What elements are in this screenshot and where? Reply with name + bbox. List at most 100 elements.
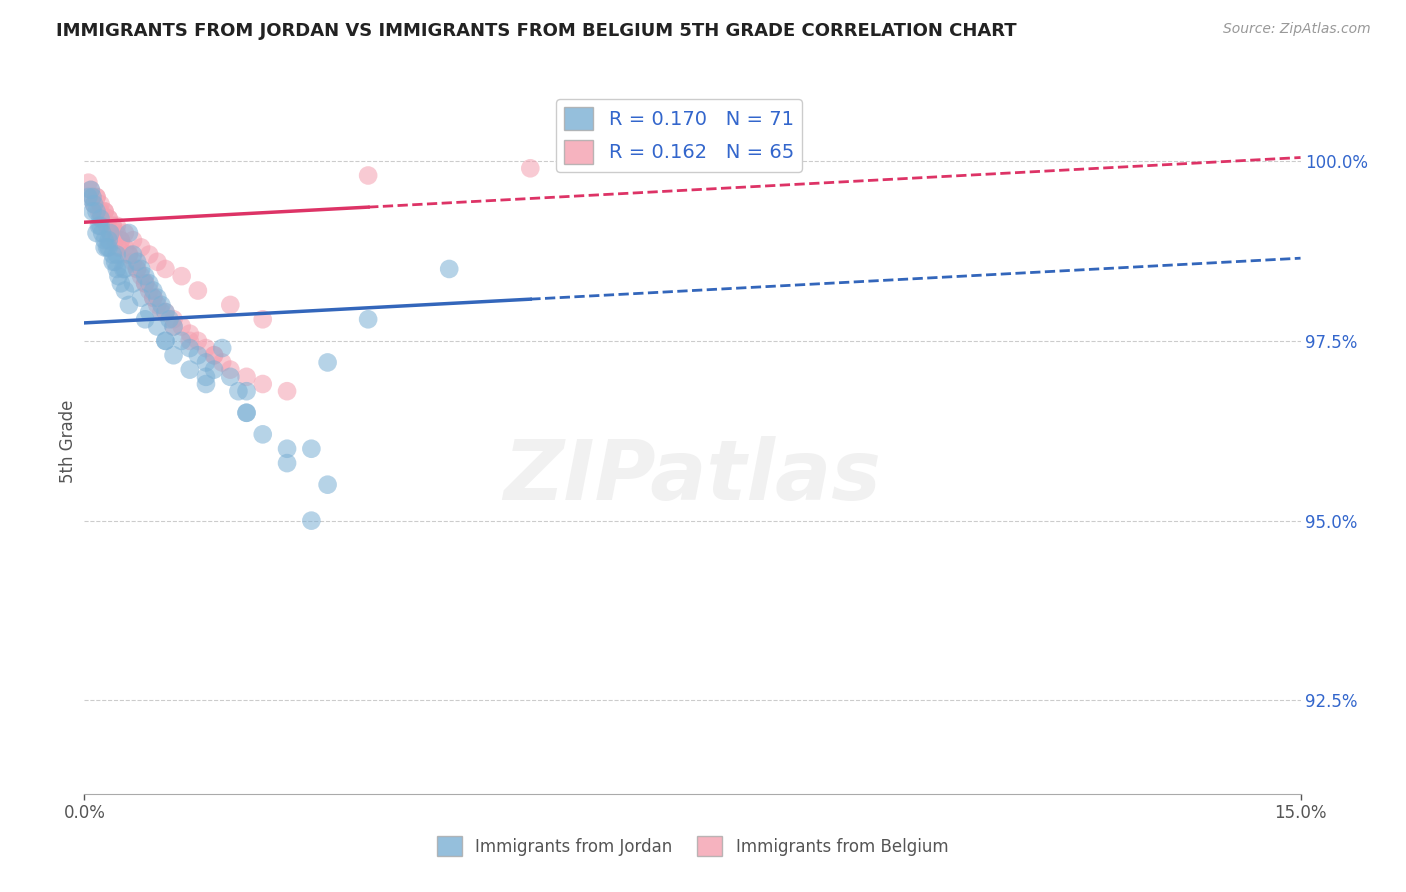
Point [82, 204, 104, 219]
Point [122, 254, 145, 268]
Point [187, 348, 209, 362]
Point [155, 262, 177, 277]
Point [219, 369, 242, 384]
Point [146, 254, 169, 268]
Point [134, 312, 156, 326]
Point [129, 262, 152, 277]
Point [122, 247, 145, 261]
Point [138, 247, 160, 261]
Point [114, 284, 136, 298]
Point [138, 305, 160, 319]
Point [150, 305, 173, 319]
Point [252, 312, 274, 326]
Point [162, 312, 184, 326]
Point [228, 384, 250, 399]
Point [90, 204, 112, 219]
Point [122, 277, 145, 291]
Point [93, 204, 115, 219]
Point [77, 176, 100, 190]
Point [110, 233, 132, 247]
Point [118, 247, 141, 261]
Y-axis label: 5th Grade: 5th Grade [59, 400, 77, 483]
Point [316, 477, 339, 491]
Point [276, 384, 298, 399]
Point [93, 233, 115, 247]
Legend: Immigrants from Jordan, Immigrants from Belgium: Immigrants from Jordan, Immigrants from … [430, 830, 955, 863]
Point [162, 348, 184, 362]
Point [155, 305, 177, 319]
Point [86, 190, 108, 204]
Point [235, 406, 257, 420]
Point [96, 219, 118, 233]
Point [101, 219, 124, 233]
Point [142, 284, 165, 298]
Point [129, 269, 152, 284]
Point [252, 377, 274, 392]
Point [170, 334, 193, 348]
Point [105, 262, 128, 277]
Point [219, 298, 242, 312]
Point [299, 442, 322, 456]
Point [118, 298, 141, 312]
Point [90, 197, 112, 211]
Point [77, 190, 100, 204]
Point [97, 240, 120, 254]
Point [104, 233, 127, 247]
Point [194, 369, 217, 384]
Point [150, 298, 173, 312]
Point [107, 269, 129, 284]
Point [162, 319, 184, 334]
Point [194, 355, 217, 369]
Point [155, 305, 177, 319]
Point [138, 277, 160, 291]
Point [98, 226, 121, 240]
Point [87, 204, 110, 219]
Point [146, 298, 169, 312]
Point [86, 190, 108, 204]
Point [142, 291, 165, 305]
Point [142, 291, 165, 305]
Point [118, 247, 141, 261]
Point [202, 362, 225, 376]
Point [83, 197, 105, 211]
Point [97, 233, 120, 247]
Text: IMMIGRANTS FROM JORDAN VS IMMIGRANTS FROM BELGIUM 5TH GRADE CORRELATION CHART: IMMIGRANTS FROM JORDAN VS IMMIGRANTS FRO… [56, 22, 1017, 40]
Text: Source: ZipAtlas.com: Source: ZipAtlas.com [1223, 22, 1371, 37]
Point [439, 262, 461, 277]
Point [114, 262, 136, 277]
Point [90, 211, 112, 226]
Point [179, 341, 201, 355]
Point [170, 319, 193, 334]
Point [219, 362, 242, 376]
Point [194, 377, 217, 392]
Point [202, 348, 225, 362]
Point [80, 183, 103, 197]
Point [276, 442, 298, 456]
Point [83, 197, 105, 211]
Point [134, 277, 156, 291]
Point [125, 262, 148, 277]
Point [93, 240, 115, 254]
Point [97, 211, 120, 226]
Point [105, 247, 128, 261]
Point [194, 341, 217, 355]
Point [101, 219, 124, 233]
Point [104, 254, 127, 268]
Point [101, 254, 124, 268]
Point [179, 362, 201, 376]
Point [98, 226, 121, 240]
Point [114, 240, 136, 254]
Point [316, 355, 339, 369]
Point [519, 161, 541, 176]
Point [90, 219, 112, 233]
Point [110, 233, 132, 247]
Point [235, 384, 257, 399]
Point [299, 514, 322, 528]
Point [187, 334, 209, 348]
Point [235, 406, 257, 420]
Point [252, 427, 274, 442]
Point [125, 254, 148, 268]
Point [179, 326, 201, 341]
Point [80, 183, 103, 197]
Point [146, 319, 169, 334]
